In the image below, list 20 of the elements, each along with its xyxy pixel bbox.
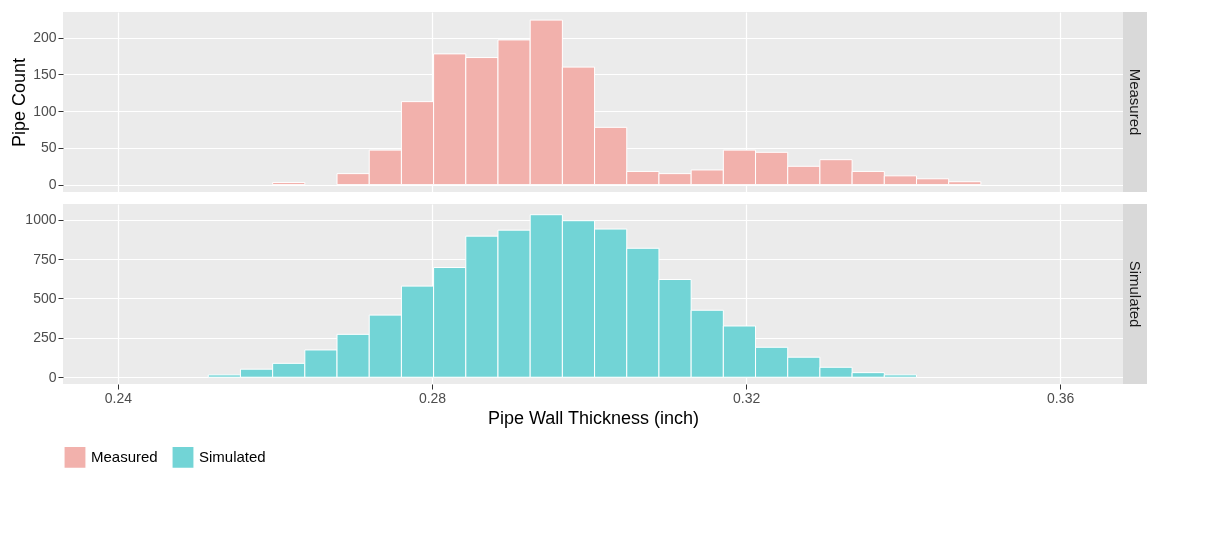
y-tick-label: 100 bbox=[33, 102, 57, 119]
x-tick-label: 0.28 bbox=[418, 389, 447, 406]
y-tick-label: 1000 bbox=[25, 211, 57, 228]
y-tick-label: 50 bbox=[40, 139, 57, 156]
y-tick-label: 750 bbox=[33, 250, 57, 267]
y-tick-label: 250 bbox=[33, 329, 57, 346]
x-tick-label: 0.32 bbox=[732, 389, 761, 406]
x-tick-label: 0.24 bbox=[104, 389, 133, 406]
y-tick-label: 500 bbox=[33, 289, 57, 306]
legend-label: Measured bbox=[91, 448, 158, 466]
text: Measured bbox=[1127, 68, 1144, 136]
y-tick-label: 150 bbox=[33, 65, 57, 82]
text: Simulated bbox=[1127, 260, 1144, 328]
y-tick-label: 200 bbox=[33, 29, 57, 46]
y-axis-title: Pipe Count bbox=[9, 57, 30, 148]
y-tick-label: 0 bbox=[48, 368, 57, 385]
x-axis-title: Pipe Wall Thickness (inch) bbox=[487, 407, 700, 428]
x-tick-label: 0.36 bbox=[1047, 389, 1075, 406]
y-tick-label: 0 bbox=[48, 176, 57, 193]
legend-label: Simulated bbox=[199, 448, 266, 466]
